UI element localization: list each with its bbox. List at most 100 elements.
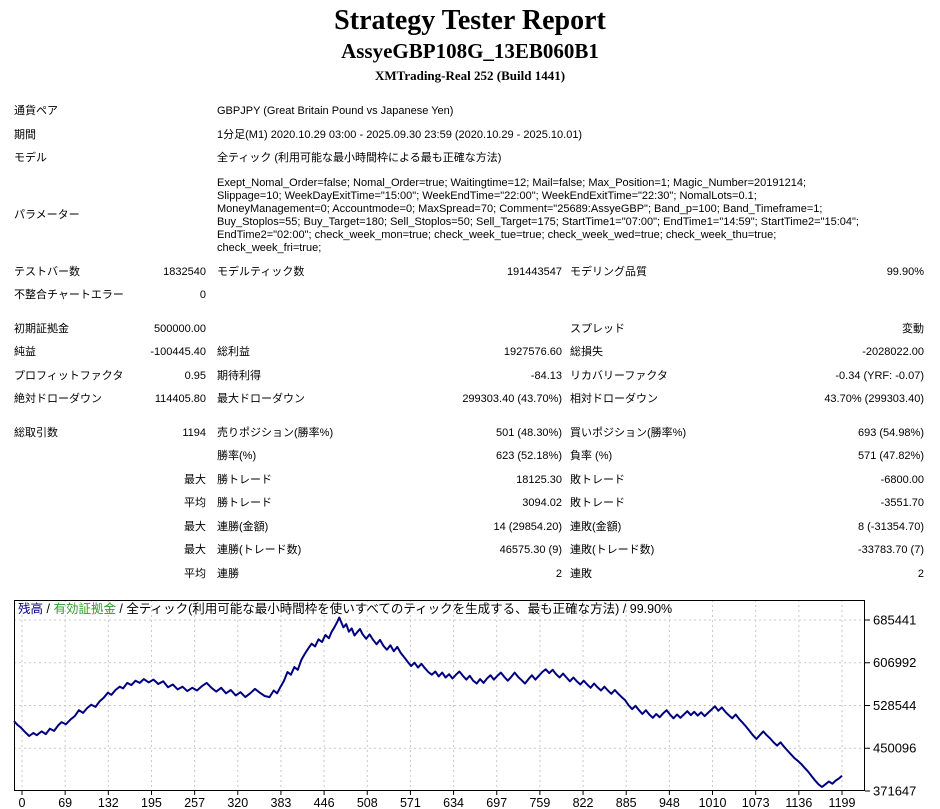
parameter-line: MoneyManagement=0; Accountmode=0; MaxSpr… (217, 202, 823, 215)
stats-table: テストバー数 1832540 モデルティック数 191443547 モデリング品質 99.… (0, 261, 940, 587)
stat-value: 500000.00 (154, 322, 206, 335)
chart-legend: 残高 / 有効証拠金 / 全ティック(利用可能な最小時間枠を使いすべてのティック… (18, 601, 672, 616)
stat-row: 平均 連勝 2 連敗 2 (0, 563, 940, 587)
stat-value: 2 (917, 567, 924, 580)
stat-label: モデルティック数 (217, 265, 305, 278)
stat-label: 敗トレード (570, 473, 625, 486)
stat-value: -2028022.00 (862, 346, 924, 359)
x-tick-label: 885 (616, 796, 637, 809)
y-tick-label: 371647 (873, 784, 916, 799)
stat-value: 114405.80 (154, 393, 206, 406)
x-tick-label: 383 (271, 796, 292, 809)
stat-row: 不整合チャートエラー 0 (0, 284, 940, 308)
x-tick-label: 508 (357, 796, 378, 809)
stat-label: プロフィットファクタ (14, 369, 124, 382)
stat-label: 純益 (14, 346, 36, 359)
stat-label: 総利益 (217, 346, 250, 359)
row-spacer (0, 412, 940, 422)
stat-value: 1832540 (163, 265, 206, 278)
info-row: パラメーター Exept_Nomal_Order=false; Nomal_Ord… (0, 171, 940, 261)
report-tables: 通貨ペア GBPJPY (Great Britain Pound vs Japan… (0, 100, 940, 586)
x-tick-label: 1199 (829, 796, 856, 809)
info-label: 期間 (14, 128, 36, 141)
expert-name: AssyeGBP108G_13EB060B1 (341, 39, 599, 63)
stat-label: 連勝(トレード数) (217, 544, 302, 557)
stat-value: 1194 (182, 426, 206, 439)
stat-value: 0.95 (184, 369, 206, 382)
x-tick-label: 69 (58, 796, 72, 809)
x-tick-label: 1073 (742, 796, 770, 809)
stat-row: 絶対ドローダウン 114405.80 最大ドローダウン 299303.40 (43.7… (0, 388, 940, 412)
balance-chart: 0 69 132 195 257 320 383 446 508 571 634 697 759 822 8… (13, 600, 916, 809)
legend-separator: / (619, 602, 629, 616)
parameter-line: Exept_Nomal_Order=false; Nomal_Order=tru… (217, 176, 807, 189)
x-tick-label: 1136 (785, 796, 812, 809)
legend-item: 有効証拠金 (53, 601, 116, 616)
parameter-line: check_week_fri=true; (217, 241, 322, 254)
parameter-line: EndTime2="02:00"; check_week_mon=true; c… (217, 228, 777, 241)
stat-value: 46575.30 (9) (499, 544, 562, 557)
info-value: 1分足(M1) 2020.10.29 03:00 - 2025.09.30 23… (217, 128, 583, 141)
stat-label: 期待利得 (217, 369, 261, 382)
stat-value: 43.70% (299303.40) (824, 393, 924, 406)
stat-value: 1927576.60 (503, 346, 562, 359)
info-label: 通貨ペア (14, 105, 58, 118)
x-tick-label: 257 (184, 796, 205, 809)
info-label: パラメーター (14, 209, 80, 221)
report-header: Strategy Tester Report AssyeGBP108G_13EB… (0, 0, 940, 84)
y-tick-label: 685441 (873, 612, 916, 627)
stat-label: 連勝 (217, 567, 239, 580)
info-label: モデル (14, 152, 47, 165)
stat-row: プロフィットファクタ 0.95 期待利得 -84.13 リカバリーファクタ -0.34 (… (0, 365, 940, 389)
x-tick-label: 822 (573, 796, 594, 809)
stat-label: 初期証拠金 (14, 322, 69, 335)
legend-separator: / (116, 602, 126, 616)
y-tick-label: 450096 (873, 741, 916, 756)
x-tick-label: 132 (98, 796, 119, 809)
info-value: Exept_Nomal_Order=false; Nomal_Order=tru… (217, 171, 924, 261)
info-value: GBPJPY (Great Britain Pound vs Japanese … (217, 105, 454, 118)
stat-label: 敗トレード (570, 497, 625, 510)
stat-row: 平均 勝トレード 3094.02 敗トレード -3551.70 (0, 492, 940, 516)
stat-row: 総取引数 1194 売りポジション(勝率%) 501 (48.30%) 買いポジション(… (0, 422, 940, 446)
legend-item: 99.90% (630, 602, 672, 616)
x-tick-label: 948 (659, 796, 680, 809)
stat-label: 負率 (%) (570, 450, 613, 463)
x-tick-label: 195 (141, 796, 162, 809)
stat-value: -6800.00 (880, 473, 924, 486)
x-tick-label: 571 (400, 796, 421, 809)
stat-label: モデリング品質 (570, 265, 647, 278)
x-tick-label: 759 (529, 796, 550, 809)
stat-row: 初期証拠金 500000.00 スプレッド 変動 (0, 318, 940, 342)
x-axis-labels: 0 69 132 195 257 320 383 446 508 571 634 697 759 822 8… (19, 796, 856, 809)
stat-label: 総取引数 (14, 426, 58, 439)
stat-value: 99.90% (886, 265, 924, 278)
stat-value: -100445.40 (150, 346, 206, 359)
stat-label: 連敗(金額) (570, 520, 622, 533)
legend-separator: / (43, 602, 53, 616)
stat-label: テストバー数 (14, 265, 80, 278)
row-spacer (0, 308, 940, 318)
stat-value: -0.34 (YRF: -0.07) (835, 369, 924, 382)
stat-value: 623 (52.18%) (495, 450, 562, 463)
stat-row: 最大 連勝(トレード数) 46575.30 (9) 連敗(トレード数) -33783.7… (0, 539, 940, 563)
x-tick-label: 1010 (699, 796, 727, 809)
stat-value: 2 (555, 567, 562, 580)
chart-border (14, 600, 865, 791)
info-table: 通貨ペア GBPJPY (Great Britain Pound vs Japan… (0, 100, 940, 261)
info-row: 期間 1分足(M1) 2020.10.29 03:00 - 2025.09.30 … (0, 124, 940, 148)
stat-value: 最大 (184, 544, 206, 557)
stat-label: 勝トレード (217, 497, 272, 510)
stat-row: テストバー数 1832540 モデルティック数 191443547 モデリング品質 99.… (0, 261, 940, 285)
legend-item: 全ティック(利用可能な最小時間枠を使いすべてのティックを生成する、最も正確な方法… (126, 601, 619, 616)
stat-label: 連勝(金額) (217, 520, 269, 533)
server-build: XMTrading-Real 252 (Build 1441) (374, 68, 566, 83)
stat-value: 変動 (902, 322, 924, 335)
stat-value: 最大 (184, 520, 206, 533)
stat-label: 勝トレード (217, 473, 272, 486)
stat-label: 最大ドローダウン (217, 393, 305, 406)
x-tick-label: 0 (19, 796, 26, 809)
stat-label: 総損失 (570, 346, 603, 359)
y-tick-label: 606992 (873, 655, 916, 670)
chart-gridlines (14, 600, 865, 791)
